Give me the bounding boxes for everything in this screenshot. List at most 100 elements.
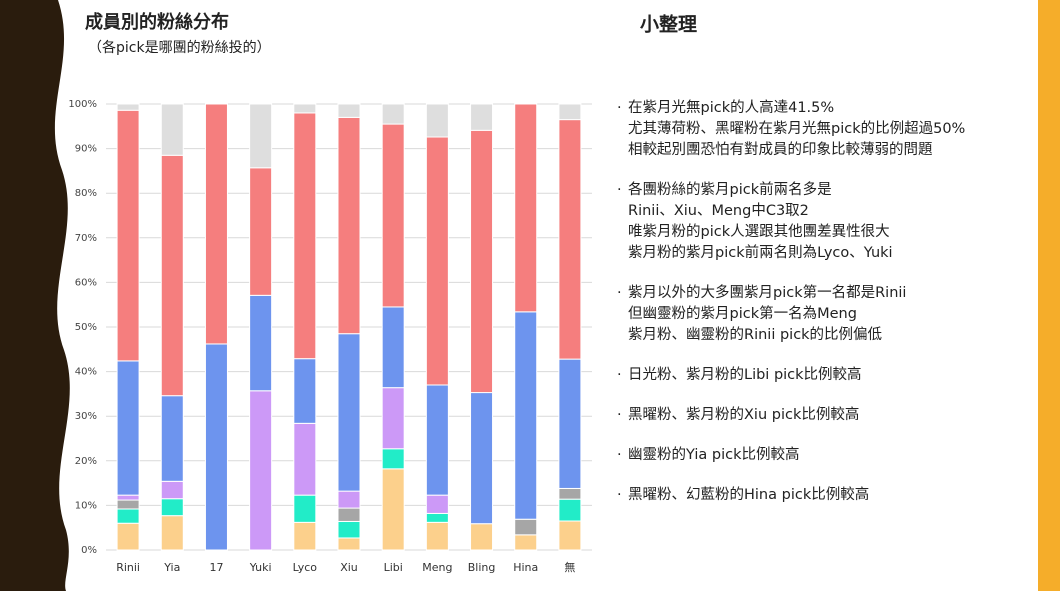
bar-segment: [381, 468, 405, 551]
bar-segment: [204, 103, 228, 345]
y-tick-label: 50%: [75, 322, 97, 333]
bar-segment: [514, 311, 538, 520]
x-tick-label: Meng: [422, 561, 452, 574]
bar-segment: [425, 512, 449, 523]
x-tick-label: 17: [209, 561, 223, 574]
bar-segment: [558, 498, 582, 522]
note-line: 幽靈粉的Yia pick比例較高: [628, 445, 799, 463]
bar-segment: [558, 487, 582, 500]
chart-subtitle: （各pick是哪團的粉絲投的）: [88, 40, 271, 56]
bar-segment: [381, 448, 405, 470]
x-tick-label: Yuki: [249, 561, 272, 574]
bullet: ·: [617, 100, 622, 116]
bullet: ·: [617, 285, 622, 301]
x-tick-label: Yia: [163, 561, 180, 574]
bar-segment: [337, 116, 361, 335]
bar-segment: [204, 343, 228, 551]
bar-segment: [337, 507, 361, 522]
note-line: 黑曜粉、紫月粉的Xiu pick比例較高: [628, 405, 859, 423]
bar-segment: [160, 395, 184, 482]
y-tick-label: 60%: [75, 277, 97, 288]
note-line: 但幽靈粉的紫月pick第一名為Meng: [628, 304, 857, 322]
x-tick-label: Xiu: [340, 561, 358, 574]
bar-segment: [337, 490, 361, 509]
bar-segment: [425, 384, 449, 496]
bar-segment: [337, 520, 361, 539]
bar-segment: [116, 508, 140, 524]
bar-segment: [293, 103, 317, 114]
y-tick-label: 20%: [75, 456, 97, 467]
bar-segment: [381, 103, 405, 125]
bar-segment: [249, 294, 273, 392]
chart-title: 成員別的粉絲分布: [85, 11, 229, 33]
bar-segment: [116, 360, 140, 496]
bar-segment: [558, 119, 582, 360]
bar-segment: [116, 494, 140, 501]
bar-segment: [381, 387, 405, 450]
bar-segment: [558, 358, 582, 489]
note-line: 相較起別團恐怕有對成員的印象比較薄弱的問題: [628, 140, 933, 158]
y-tick-label: 30%: [75, 411, 97, 422]
bullet: ·: [617, 367, 622, 383]
note-line: 各團粉絲的紫月pick前兩名多是: [628, 181, 832, 198]
bar-segment: [116, 109, 140, 362]
note-line: 紫月以外的大多團紫月pick第一名都是Rinii: [628, 283, 906, 301]
bar-segment: [425, 494, 449, 514]
bar-segment: [425, 103, 449, 138]
right-border: [1038, 0, 1060, 591]
bar-segment: [160, 515, 184, 551]
bar-segment: [337, 333, 361, 492]
x-tick-label: 無: [564, 560, 575, 574]
notes-title: 小整理: [640, 13, 697, 36]
x-tick-label: Libi: [384, 561, 403, 574]
bar-segment: [514, 103, 538, 313]
bar-segment: [293, 358, 317, 424]
x-tick-label: Bling: [468, 561, 496, 574]
left-border: [0, 0, 70, 591]
bar-segment: [249, 390, 273, 551]
bullet: ·: [617, 407, 622, 423]
bar-segment: [425, 136, 449, 386]
note-line: 紫月粉、幽靈粉的Rinii pick的比例偏低: [628, 326, 883, 343]
y-tick-label: 40%: [75, 367, 97, 378]
bar-segment: [293, 521, 317, 551]
bar-segment: [116, 499, 140, 510]
bar-segment: [558, 103, 582, 121]
bar-segment: [558, 520, 582, 551]
bar-segment: [160, 103, 184, 156]
note-line: 尤其薄荷粉、黑曜粉在紫月光無pick的比例超過50%: [628, 120, 965, 137]
bar-segment: [293, 422, 317, 496]
bullet: ·: [617, 182, 622, 198]
bar-segment: [160, 154, 184, 397]
y-tick-label: 70%: [75, 233, 97, 244]
bar-segment: [514, 518, 538, 536]
bar-segment: [337, 103, 361, 118]
x-tick-label: Hina: [513, 561, 538, 574]
y-tick-label: 10%: [75, 500, 97, 511]
bullet: ·: [617, 447, 622, 463]
bar-segment: [160, 480, 184, 500]
bar-segment: [293, 494, 317, 523]
note-line: 黑曜粉、幻藍粉的Hina pick比例較高: [628, 485, 869, 503]
bar-segment: [116, 522, 140, 551]
bar-segment: [425, 521, 449, 551]
x-tick-label: Lyco: [293, 561, 318, 574]
bar-segment: [337, 537, 361, 551]
x-tick-label: Rinii: [116, 561, 140, 574]
bar-segment: [470, 103, 494, 131]
y-tick-label: 90%: [75, 144, 97, 155]
note-line: 在紫月光無pick的人高達41.5%: [628, 99, 834, 116]
bar-segment: [160, 498, 184, 517]
note-line: 紫月粉的紫月pick前兩名則為Lyco、Yuki: [628, 244, 893, 261]
y-tick-label: 100%: [68, 99, 97, 110]
bar-segment: [116, 103, 140, 111]
bar-segment: [249, 167, 273, 296]
bar-segment: [470, 523, 494, 551]
note-line: 唯紫月粉的pick人選跟其他團差異性很大: [628, 223, 890, 240]
note-line: 日光粉、紫月粉的Libi pick比例較高: [628, 365, 862, 383]
bar-segment: [381, 306, 405, 389]
bullet: ·: [617, 487, 622, 503]
y-tick-label: 0%: [81, 545, 97, 556]
bar-segment: [470, 129, 494, 394]
